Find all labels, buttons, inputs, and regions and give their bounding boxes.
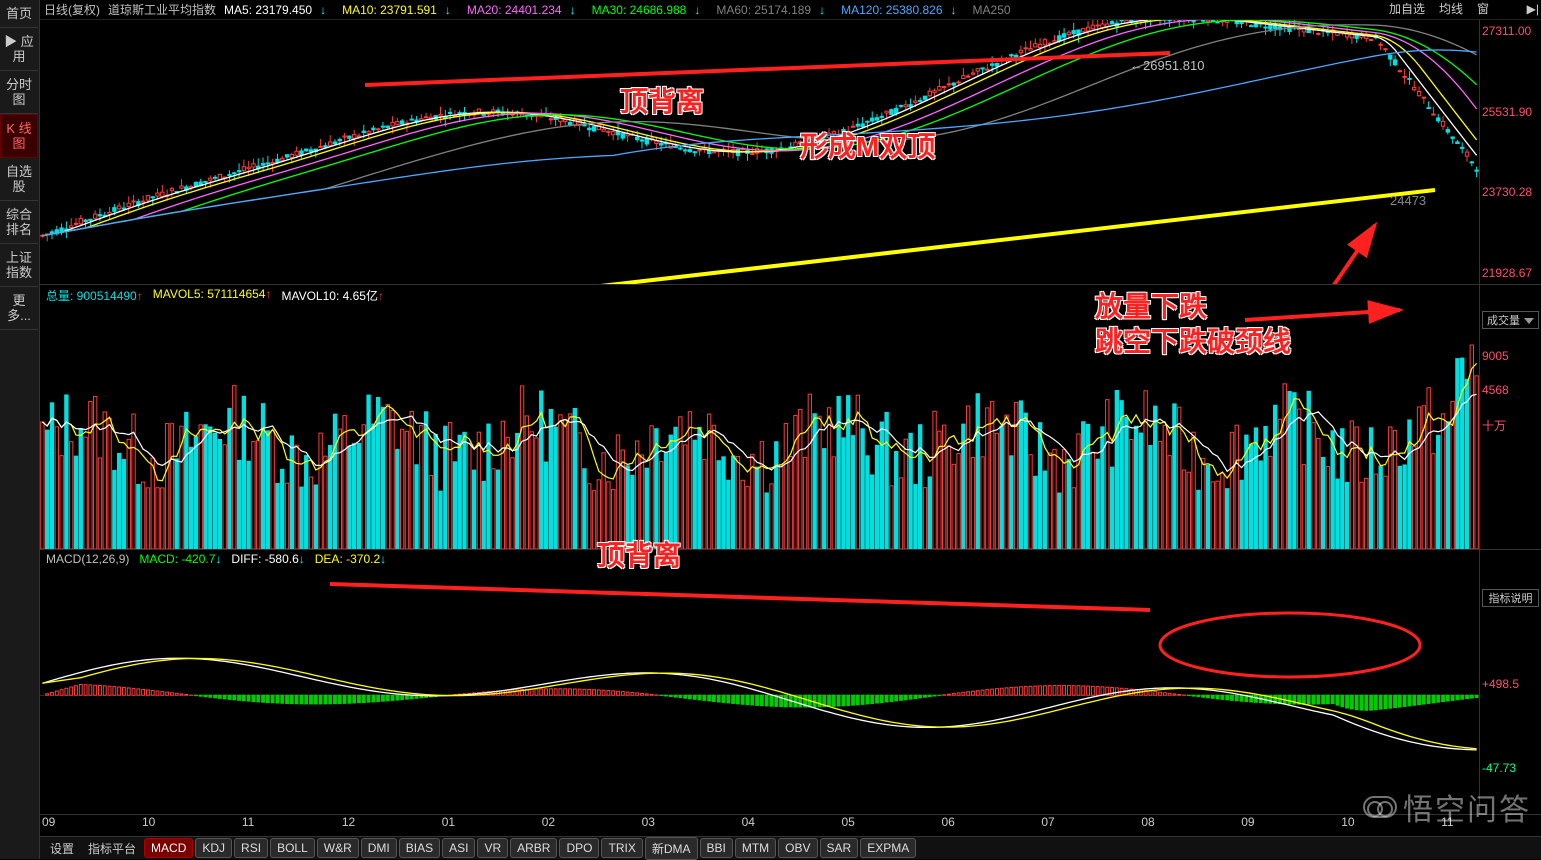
- price-y-axis: 27311.00 25531.90 23730.28 21928.67: [1479, 20, 1541, 284]
- indicator-tab[interactable]: MACD: [144, 838, 193, 858]
- indicator-tab[interactable]: RSI: [234, 838, 268, 858]
- time-tick: 06: [941, 815, 1041, 836]
- tab-设置[interactable]: 设置: [44, 838, 80, 859]
- header-tool[interactable]: 加自选: [1389, 0, 1425, 17]
- indicator-help-button[interactable]: 指标说明: [1482, 589, 1539, 607]
- annotation: 顶背离: [597, 534, 681, 574]
- indicator-tab[interactable]: BOLL: [270, 838, 315, 858]
- indicator-tab[interactable]: W&R: [317, 838, 359, 858]
- time-tick: 08: [1141, 815, 1241, 836]
- y-tick: 23730.28: [1482, 185, 1539, 199]
- time-tick: 09: [1241, 815, 1341, 836]
- price-chart[interactable]: ←26951.810←22288.97024473 顶背离形成M双顶跳空下跌破颈…: [40, 20, 1479, 284]
- y-tick: 25531.90: [1482, 105, 1539, 119]
- watermark-icon: [1363, 796, 1397, 818]
- nav-item-0[interactable]: 首页: [0, 0, 38, 28]
- volume-dropdown[interactable]: 成交量: [1482, 311, 1539, 329]
- time-tick: 03: [642, 815, 742, 836]
- indicator-tab[interactable]: BIAS: [399, 838, 440, 858]
- time-tick: 04: [742, 815, 842, 836]
- svg-text:←26951.810: ←26951.810: [1130, 58, 1204, 73]
- header-tool[interactable]: 均线: [1439, 0, 1463, 17]
- nav-item-1[interactable]: ▶ 应用: [0, 28, 38, 71]
- indicator-tab[interactable]: TRIX: [601, 838, 642, 858]
- macd-y-axis: 指标说明 +498.5 -47.73: [1479, 550, 1541, 814]
- y-tick: +498.5: [1482, 677, 1539, 691]
- volume-legend: 总量: 900514490↑MAVOL5: 571114654↑MAVOL10:…: [46, 287, 384, 304]
- indicator-tab[interactable]: 新DMA: [645, 837, 698, 860]
- indicator-tab[interactable]: DMI: [361, 838, 397, 858]
- indicator-tab[interactable]: ASI: [442, 838, 475, 858]
- expand-icon[interactable]: ▶|: [1527, 2, 1539, 16]
- indicator-tabs: 设置指标平台MACDKDJRSIBOLLW&RDMIBIASASIVRARBRD…: [40, 837, 1541, 859]
- ma-legend: MA5: 23179.450↓MA10: 23791.591↓MA20: 244…: [224, 3, 1035, 17]
- header-tool[interactable]: 窗: [1477, 0, 1489, 17]
- watermark: 悟空问答: [1363, 785, 1531, 829]
- indicator-tab[interactable]: BBI: [700, 838, 733, 858]
- time-tick: 11: [242, 815, 342, 836]
- indicator-tab[interactable]: DPO: [559, 838, 599, 858]
- tab-指标平台[interactable]: 指标平台: [82, 838, 142, 859]
- header-right-tools: 加自选均线窗: [1389, 0, 1497, 17]
- nav-item-7[interactable]: 更多...: [0, 287, 38, 330]
- y-tick: 十万: [1482, 417, 1539, 434]
- y-tick: 21928.67: [1482, 266, 1539, 280]
- annotation: 跳空下跌破颈线: [1095, 320, 1291, 360]
- instrument-name: 道琼斯工业平均指数: [108, 1, 216, 18]
- time-tick: 12: [342, 815, 442, 836]
- annotation: 放量下跌: [1095, 285, 1207, 325]
- y-tick: -47.73: [1482, 761, 1539, 775]
- time-tick: 05: [842, 815, 942, 836]
- time-tick: 10: [142, 815, 242, 836]
- indicator-tab[interactable]: MTM: [735, 838, 776, 858]
- indicator-tab[interactable]: EXPMA: [860, 838, 916, 858]
- time-tick: 02: [542, 815, 642, 836]
- y-tick: 9005: [1482, 349, 1539, 363]
- annotation: 顶背离: [620, 80, 704, 120]
- time-tick: 07: [1041, 815, 1141, 836]
- header-bar: 日线(复权) 道琼斯工业平均指数 MA5: 23179.450↓MA10: 23…: [40, 0, 1541, 20]
- macd-legend: MACD(12,26,9) MACD: -420.7↓DIFF: -580.6↓…: [46, 552, 386, 566]
- vol-y-axis: 成交量 9005 4568 十万: [1479, 285, 1541, 549]
- nav-item-3[interactable]: K 线图: [0, 114, 38, 158]
- time-tick: 01: [442, 815, 542, 836]
- indicator-tab[interactable]: SAR: [820, 838, 859, 858]
- price-canvas: ←26951.810←22288.97024473: [40, 20, 1479, 284]
- annotation: 形成M双顶: [800, 125, 935, 165]
- time-tick: 09: [42, 815, 142, 836]
- timeframe-label: 日线(复权): [44, 1, 100, 18]
- macd-chart[interactable]: MACD(12,26,9) MACD: -420.7↓DIFF: -580.6↓…: [40, 550, 1479, 814]
- indicator-tab[interactable]: OBV: [778, 838, 817, 858]
- time-axis: 091011120102030405060708091011: [40, 815, 1541, 837]
- left-nav: 首页▶ 应用分时图K 线图自选股综合排名上证指数更多...: [0, 0, 40, 859]
- svg-text:24473: 24473: [1390, 193, 1426, 208]
- nav-item-4[interactable]: 自选股: [0, 158, 38, 201]
- nav-item-6[interactable]: 上证指数: [0, 244, 38, 287]
- macd-canvas: [40, 550, 1479, 814]
- y-tick: 27311.00: [1482, 24, 1539, 38]
- y-tick: 4568: [1482, 383, 1539, 397]
- nav-item-2[interactable]: 分时图: [0, 71, 38, 114]
- indicator-tab[interactable]: ARBR: [510, 838, 557, 858]
- watermark-text: 悟空问答: [1403, 785, 1531, 829]
- nav-item-5[interactable]: 综合排名: [0, 201, 38, 244]
- indicator-tab[interactable]: VR: [477, 838, 508, 858]
- indicator-tab[interactable]: KDJ: [195, 838, 232, 858]
